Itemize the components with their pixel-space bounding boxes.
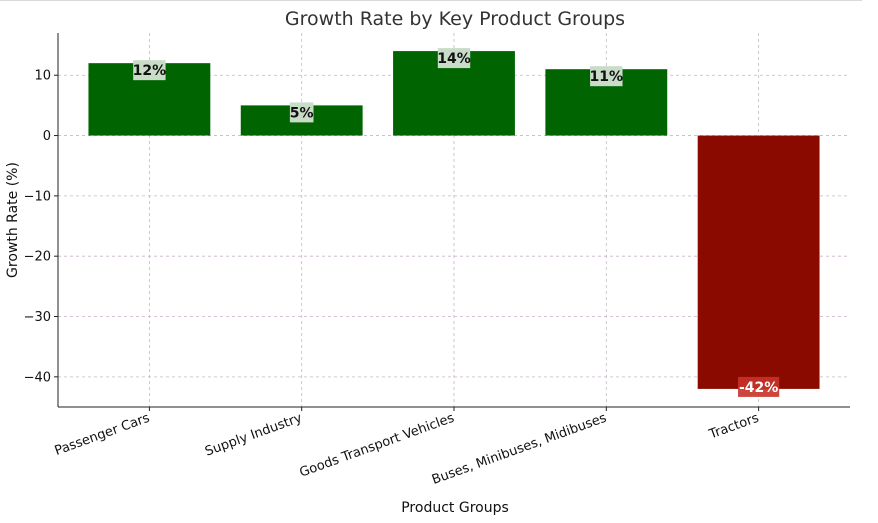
y-tick-label: 0: [43, 129, 51, 144]
data-label: 11%: [590, 69, 624, 85]
x-tick-label: Goods Transport Vehicles: [298, 411, 457, 481]
x-tick-label: Passenger Cars: [53, 411, 152, 459]
x-axis-label: Product Groups: [401, 500, 509, 516]
data-labels: 12% 5% 14% 11% -42%: [133, 48, 780, 397]
x-tick-label: Tractors: [706, 411, 761, 443]
data-label-box: [437, 48, 471, 69]
data-label-box: [289, 102, 314, 123]
chart-title: Growth Rate by Key Product Groups: [285, 8, 625, 30]
y-tick-label: −10: [24, 189, 51, 204]
y-tick-label: −30: [24, 310, 51, 325]
data-label: 12%: [133, 63, 167, 79]
y-axis-label: Growth Rate (%): [5, 162, 21, 278]
bar: [697, 135, 820, 389]
y-tick-label: −20: [24, 250, 51, 265]
data-label-box: [590, 66, 623, 87]
data-label: 14%: [437, 51, 471, 67]
data-label-box: [738, 376, 780, 397]
y-tick-label: 10: [34, 69, 51, 84]
x-tick-label: Supply Industry: [203, 411, 304, 460]
y-tick-label: −40: [24, 370, 51, 385]
data-label: 5%: [290, 105, 314, 121]
data-label: -42%: [739, 380, 778, 396]
x-tick-label: Buses, Minibuses, Midibuses: [430, 411, 609, 488]
data-label-box: [133, 60, 166, 81]
